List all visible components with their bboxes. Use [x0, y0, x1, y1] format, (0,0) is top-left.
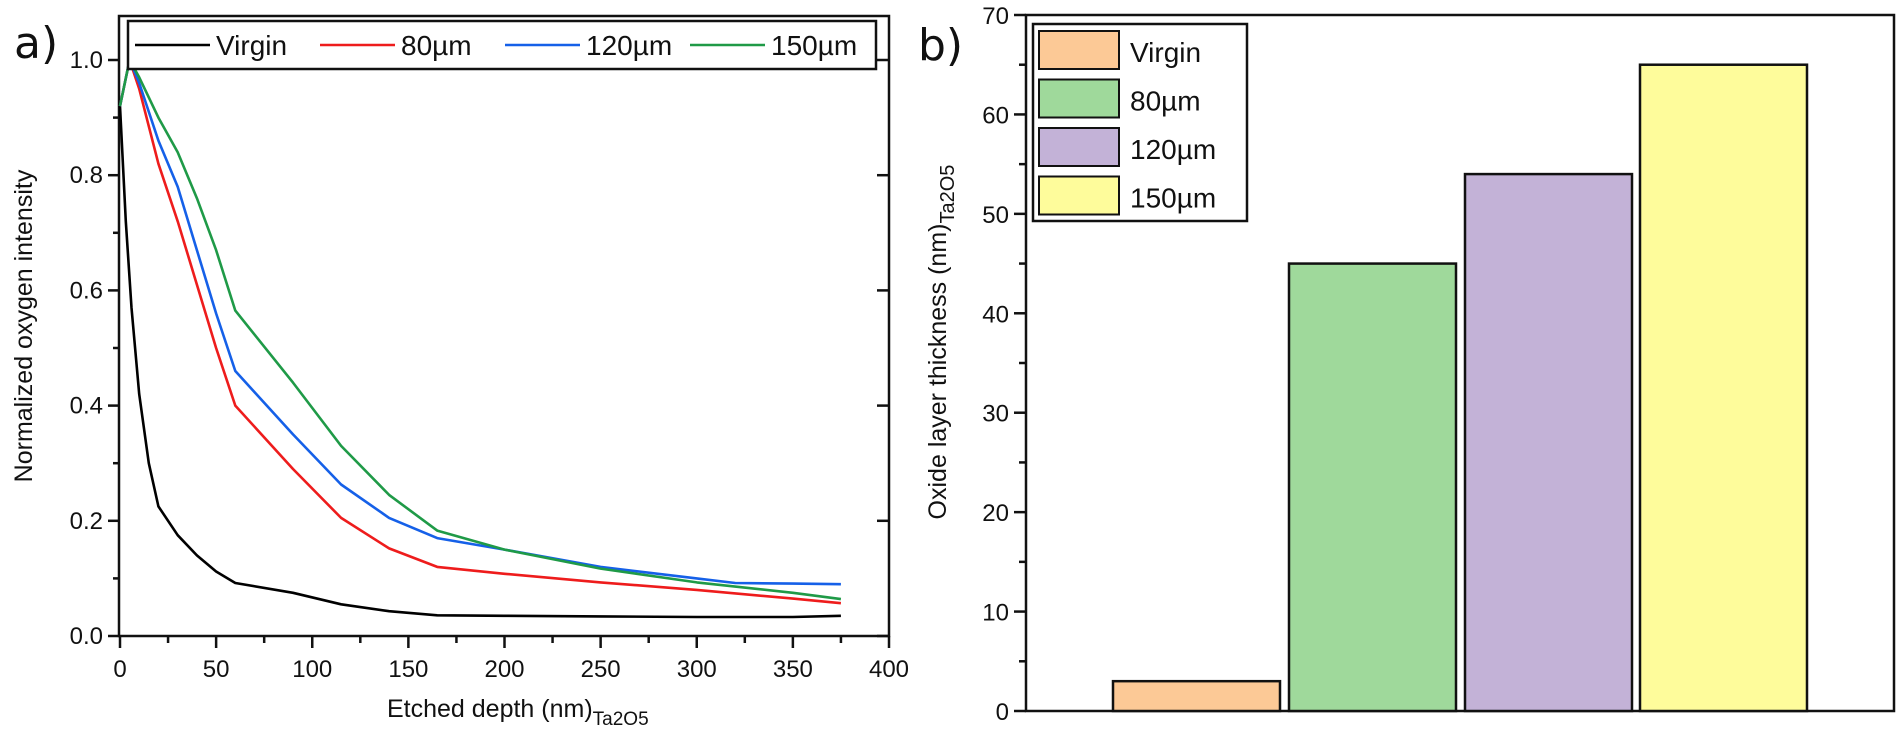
- bars: [1111, 63, 1809, 713]
- legend-a: Virgin 80µm 120µm 150µm: [126, 19, 878, 71]
- legend-label: 120µm: [586, 30, 672, 61]
- x-tick-label: 200: [484, 656, 524, 683]
- y-tick-label: 60: [982, 102, 1009, 129]
- x-tick-label: 350: [773, 656, 813, 683]
- x-tick-label: 0: [113, 656, 126, 683]
- legend-swatch: [1038, 30, 1120, 70]
- x-tick-label: 100: [292, 656, 332, 683]
- panel-label-a: a): [14, 18, 58, 69]
- series-line-virgin: [118, 106, 841, 619]
- y-tick-label: 20: [982, 500, 1009, 527]
- y-tick-label: 0.8: [70, 162, 103, 189]
- y-tick-label: 0.2: [70, 508, 103, 535]
- bar-virgin: [1111, 679, 1282, 713]
- legend-swatch: [1038, 127, 1120, 167]
- legend-b: Virgin 80µm 120µm 150µm: [1031, 22, 1249, 223]
- axis-ticks-b: 0 10 20 30 40 50 60 70: [982, 3, 1026, 726]
- x-tick-label: 250: [581, 656, 621, 683]
- bar-120m: [1463, 172, 1634, 713]
- y-tick-label: 0.4: [70, 393, 103, 420]
- legend-label: 80µm: [401, 30, 472, 61]
- panel-label-b: b): [918, 20, 963, 71]
- series-line-150m: [118, 58, 842, 601]
- x-axis-title-a: Etched depth (nm)Ta2O5: [387, 695, 649, 730]
- y-axis-title-subscript: Ta2O5: [937, 165, 959, 224]
- y-tick-label: 0: [996, 699, 1009, 726]
- y-tick-label: 0.6: [70, 277, 103, 304]
- bar-80m: [1287, 262, 1458, 713]
- legend-label: 150µm: [771, 30, 857, 61]
- legend-label: 150µm: [1130, 183, 1216, 214]
- legend-label: 80µm: [1130, 86, 1201, 117]
- y-tick-label: 30: [982, 401, 1009, 428]
- legend-label: Virgin: [1130, 37, 1201, 68]
- y-axis-title-a: Normalized oxygen intensity: [10, 169, 38, 482]
- x-tick-label: 150: [388, 656, 428, 683]
- legend-swatch: [1038, 78, 1120, 119]
- x-axis-title-subscript: Ta2O5: [593, 709, 649, 730]
- x-tick-label: 300: [677, 656, 717, 683]
- legend-label: 120µm: [1130, 134, 1216, 165]
- x-tick-label: 400: [869, 656, 909, 683]
- x-tick-label: 50: [203, 656, 230, 683]
- y-tick-label: 70: [982, 3, 1009, 30]
- plot-frame-a: [117, 14, 891, 638]
- y-tick-label: 40: [982, 301, 1009, 328]
- y-tick-label: 0.0: [70, 623, 103, 650]
- y-tick-label: 10: [982, 600, 1009, 627]
- axis-ticks-a: 0 50 100 150 200 250 300 350 400 0.0 0.2 0.4 0.6 0.8 1…: [70, 47, 909, 683]
- legend-label: Virgin: [216, 30, 287, 61]
- y-axis-title-b: Oxide layer thickness (nm)Ta2O5: [924, 165, 959, 520]
- line-chart-panel: a) 0 50 100 150 200 250 300 350 4000.00.20.40.60…: [10, 14, 909, 730]
- y-tick-label: 1.0: [70, 47, 103, 74]
- series-lines: [118, 58, 842, 619]
- series-line-80m: [118, 58, 842, 605]
- bar-150m: [1638, 63, 1809, 713]
- y-tick-label: 50: [982, 202, 1009, 229]
- series-line-120m: [118, 58, 841, 586]
- legend-swatch: [1038, 175, 1120, 216]
